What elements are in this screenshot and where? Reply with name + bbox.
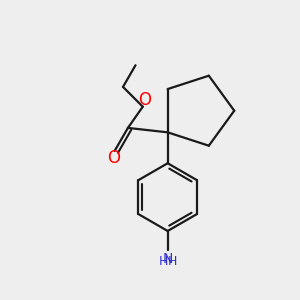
- Text: O: O: [138, 91, 151, 109]
- Text: H: H: [158, 254, 168, 268]
- Text: H: H: [168, 254, 177, 268]
- Text: N: N: [163, 252, 173, 266]
- Text: O: O: [107, 149, 120, 167]
